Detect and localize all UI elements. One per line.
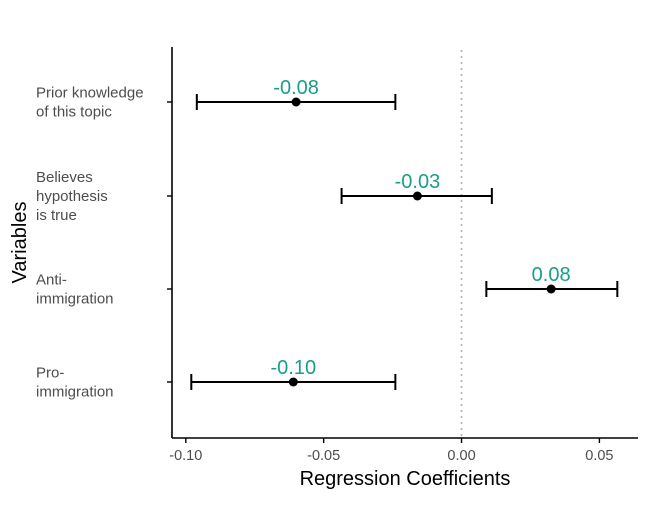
- estimate-point: [412, 191, 422, 201]
- y-category-label: Pro-immigration: [36, 365, 114, 401]
- x-tick-label: -0.10: [169, 448, 202, 464]
- y-category-label: Believes hypothesis is true: [36, 169, 108, 224]
- y-category-label-line: Believes: [36, 169, 93, 186]
- y-category-label-line: immigration: [36, 384, 114, 401]
- y-tick-layer: Prior knowledge of this topic Believes hypo…: [36, 85, 172, 401]
- x-tick-label: 0.00: [447, 448, 475, 464]
- y-category-label-line: of this topic: [36, 104, 112, 121]
- estimate-value-label: -0.03: [395, 171, 441, 193]
- y-category-label-line: is true: [36, 207, 77, 224]
- y-category-label: Prior knowledge of this topic: [36, 85, 144, 121]
- estimate-value-label: -0.10: [271, 357, 317, 379]
- estimate-point: [546, 284, 556, 294]
- estimate-point: [291, 97, 301, 107]
- marks-layer: -0.08 -0.03 0.08 -0.10: [190, 77, 619, 390]
- y-category-label-line: hypothesis: [36, 188, 108, 205]
- y-category-label-line: immigration: [36, 291, 114, 308]
- axes-layer: [171, 47, 638, 439]
- estimate-value-label: 0.08: [532, 264, 571, 286]
- y-axis-title: Variables: [9, 202, 31, 284]
- x-axis-title: Regression Coefficients: [300, 468, 511, 490]
- y-category-label-line: Prior knowledge: [36, 85, 144, 102]
- y-category-label-line: Pro-: [36, 365, 64, 382]
- x-tick-label: -0.05: [307, 448, 340, 464]
- x-tick-label: 0.05: [585, 448, 613, 464]
- estimate-point: [288, 377, 298, 387]
- y-category-label-line: Anti-: [36, 272, 67, 289]
- x-tick-layer: -0.10 -0.05 0.00 0.05: [169, 438, 614, 464]
- y-category-label: Anti-immigration: [36, 272, 114, 308]
- estimate-value-label: -0.08: [273, 77, 319, 99]
